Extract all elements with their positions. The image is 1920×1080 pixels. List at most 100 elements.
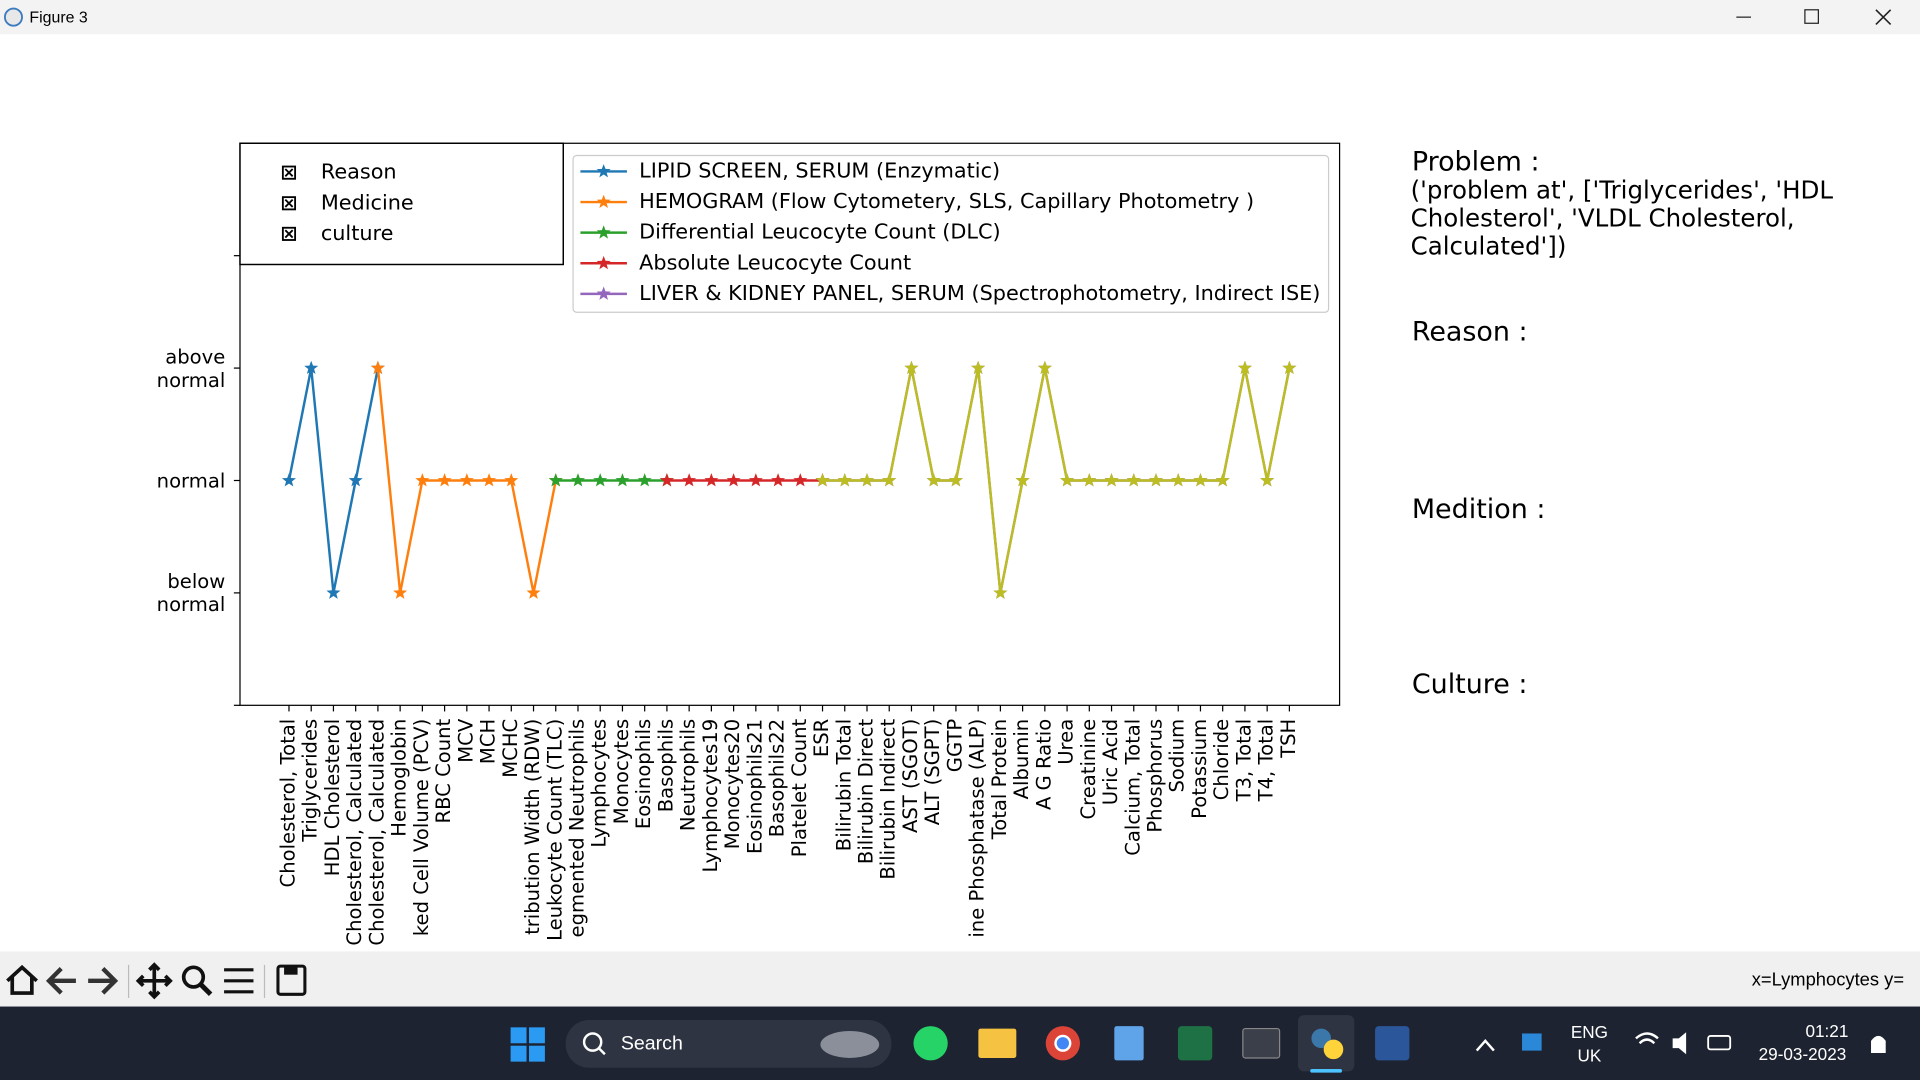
- legend-text: Medicine: [321, 190, 414, 214]
- reason-label: Reason :: [1412, 317, 1528, 348]
- pan-button[interactable]: [135, 962, 173, 1000]
- marker: [370, 360, 385, 375]
- marker: [326, 585, 341, 599]
- marker: [1082, 473, 1097, 487]
- search-box[interactable]: [565, 1020, 892, 1068]
- marker: [459, 473, 474, 487]
- start-button[interactable]: [510, 1027, 545, 1062]
- x-tick-label: Eosinophils21: [743, 719, 766, 854]
- medition-label: Medition :: [1412, 494, 1546, 525]
- legend-marker: [281, 226, 297, 241]
- x-tick-label: Cholesterol, Calculated: [343, 719, 366, 946]
- marker: [1282, 360, 1297, 375]
- configure-button[interactable]: [224, 968, 254, 994]
- search-text: Search: [621, 1033, 683, 1055]
- close-button[interactable]: [1875, 9, 1892, 26]
- marker: [1237, 360, 1252, 375]
- text-legend-box: [239, 142, 564, 266]
- toolbar: [0, 951, 1920, 1007]
- marker: [1126, 473, 1141, 487]
- marker: [1037, 360, 1052, 375]
- legend-marker: [596, 255, 611, 270]
- x-tick-label: AST (SGOT): [899, 719, 922, 833]
- search-icon-handle: [597, 1047, 606, 1056]
- x-tick-label: Platelet Count: [788, 718, 811, 857]
- x-tick-label: Uric Acid: [1099, 719, 1122, 806]
- back-button[interactable]: [45, 967, 76, 995]
- marker: [482, 473, 497, 487]
- active-indicator: [1310, 1068, 1343, 1073]
- x-tick-label: Neutrophils: [677, 719, 700, 831]
- x-tick-label: MCV: [454, 718, 477, 763]
- legend-text: HEMOGRAM (Flow Cytometery, SLS, Capillar…: [639, 189, 1254, 213]
- legend-marker: [596, 225, 611, 239]
- tray-app-icon[interactable]: [1522, 1033, 1542, 1051]
- legend-marker-cross: [284, 229, 294, 239]
- x-tick-label: T4, Total: [1255, 719, 1278, 803]
- marker: [904, 360, 919, 375]
- culture-label: Culture :: [1412, 669, 1528, 700]
- y-tick-label: normal: [156, 468, 226, 493]
- x-tick-label: Potassium: [1188, 719, 1211, 819]
- clock-date: 29-03-2023: [1759, 1044, 1847, 1064]
- x-tick-label: ESR: [810, 718, 833, 757]
- x-tick-label: T3, Total: [1232, 719, 1255, 803]
- zoom-handle: [199, 982, 213, 997]
- region-text: UK: [1577, 1045, 1601, 1065]
- x-tick-label: ked Cell Volume (PCV): [410, 719, 433, 936]
- marker: [1149, 473, 1163, 487]
- restore-button[interactable]: [1804, 9, 1819, 24]
- marker: [1171, 473, 1186, 487]
- x-tick-label: ine Phosphatase (ALP): [966, 719, 989, 938]
- marker: [793, 473, 808, 487]
- legend-marker-cross: [284, 198, 294, 208]
- marker: [348, 473, 363, 487]
- x-tick-label: Cholesterol, Total: [276, 719, 299, 888]
- terminal-icon[interactable]: [1242, 1027, 1281, 1059]
- explorer-icon[interactable]: [978, 1028, 1017, 1058]
- problem-label: Problem :: [1412, 146, 1540, 177]
- x-tick-label: Bilirubin Total: [832, 719, 855, 851]
- notification-icon[interactable]: [1871, 1035, 1886, 1054]
- marker: [837, 473, 852, 487]
- word-icon[interactable]: [1375, 1026, 1410, 1061]
- y-tick-label-box: below normal: [157, 570, 226, 617]
- legend-text: LIVER & KIDNEY PANEL, SERUM (Spectrophot…: [639, 281, 1320, 305]
- x-tick-label: Monocytes: [610, 719, 633, 825]
- volume-icon[interactable]: [1672, 1032, 1687, 1055]
- marker: [393, 585, 408, 599]
- battery-icon[interactable]: [1707, 1035, 1732, 1051]
- notepad-icon[interactable]: [1114, 1026, 1144, 1061]
- app-icon: [3, 7, 23, 27]
- title-bar: [0, 0, 1920, 35]
- legend-text: culture: [321, 221, 394, 245]
- marker: [815, 473, 830, 487]
- x-tick-label: egmented Neutrophils: [565, 719, 588, 938]
- y-tick-label-box: normal: [156, 468, 226, 493]
- excel-icon[interactable]: [1177, 1026, 1213, 1061]
- wifi-icon[interactable]: [1635, 1032, 1659, 1045]
- home-button[interactable]: [6, 964, 38, 995]
- legend-box: [572, 154, 1330, 313]
- search-icon: [582, 1032, 603, 1052]
- x-tick-label: Chloride: [1210, 719, 1233, 800]
- tray-chevron[interactable]: [1475, 1038, 1495, 1052]
- x-tick-label: TSH: [1277, 719, 1300, 759]
- marker: [993, 585, 1008, 599]
- x-tick-label: Bilirubin Direct: [854, 718, 877, 864]
- marker: [771, 473, 786, 487]
- x-tick-label: Eosinophils: [632, 719, 655, 829]
- marker: [1260, 473, 1275, 487]
- x-tick-label: tribution Width (RDW): [521, 719, 544, 935]
- marker: [1015, 473, 1030, 487]
- whatsapp-icon[interactable]: [913, 1026, 948, 1061]
- x-tick-label: Phosphorus: [1144, 719, 1167, 833]
- legend-marker-cross: [284, 168, 294, 177]
- problem-text-box: ('problem at', ['Triglycerides', 'HDL Ch…: [1411, 176, 1833, 260]
- x-tick-label: Lymphocytes: [588, 719, 611, 848]
- marker: [659, 473, 674, 487]
- forward-button[interactable]: [88, 967, 119, 995]
- zoom-button[interactable]: [181, 965, 206, 989]
